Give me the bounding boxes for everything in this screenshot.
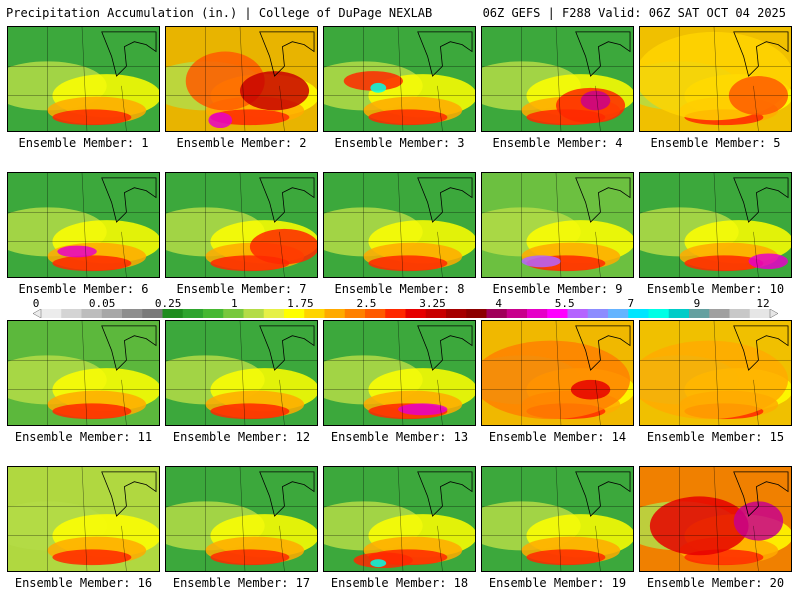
colorbar-swatch [648, 309, 670, 318]
colorbar-swatch [284, 309, 305, 318]
ensemble-member-label: Ensemble Member: 18 [330, 576, 469, 590]
ensemble-member-label: Ensemble Member: 17 [172, 576, 311, 590]
colorbar-swatch [142, 309, 163, 318]
colorbar-swatch [506, 309, 528, 318]
ensemble-member-map [323, 26, 476, 132]
colorbar-swatch [324, 309, 346, 318]
ensemble-member-map [481, 320, 634, 426]
colorbar-tick-label: 5.5 [554, 297, 575, 310]
ensemble-member-label: Ensemble Member: 1 [18, 136, 149, 150]
colorbar-swatch [709, 309, 730, 318]
colorbar-swatch [729, 309, 751, 318]
ensemble-member-label: Ensemble Member: 3 [334, 136, 465, 150]
colorbar-swatch [689, 309, 710, 318]
ensemble-member-map [481, 466, 634, 572]
ensemble-member-label: Ensemble Member: 9 [492, 282, 623, 296]
colorbar-swatch [628, 309, 649, 318]
colorbar-swatch [466, 309, 487, 318]
colorbar-swatch [425, 309, 447, 318]
colorbar-swatch [749, 309, 771, 318]
colorbar-swatch [486, 309, 508, 318]
ensemble-member-map [323, 466, 476, 572]
ensemble-member-map [165, 320, 318, 426]
ensemble-member-label: Ensemble Member: 11 [14, 430, 153, 444]
ensemble-member-label: Ensemble Member: 8 [334, 282, 465, 296]
ensemble-member-map [639, 320, 792, 426]
colorbar-tick-label: 9 [693, 297, 701, 310]
ensemble-member-map [165, 172, 318, 278]
colorbar-swatch [344, 309, 366, 318]
colorbar-swatch [365, 309, 386, 318]
colorbar-swatch [385, 309, 406, 318]
ensemble-member-map [7, 320, 160, 426]
colorbar-swatch [668, 309, 690, 318]
ensemble-member-label: Ensemble Member: 7 [176, 282, 307, 296]
ensemble-member-label: Ensemble Member: 13 [330, 430, 469, 444]
colorbar-swatch [527, 309, 548, 318]
colorbar [33, 309, 778, 318]
colorbar-tick-label: 1 [230, 297, 238, 310]
ensemble-member-label: Ensemble Member: 20 [646, 576, 785, 590]
colorbar-tick-label: 4 [495, 297, 502, 310]
colorbar-tick-label: 1.75 [287, 297, 314, 310]
colorbar-swatch [61, 309, 82, 318]
ensemble-member-label: Ensemble Member: 14 [488, 430, 627, 444]
colorbar-swatch [101, 309, 123, 318]
ensemble-member-map [639, 26, 792, 132]
colorbar-swatch [203, 309, 224, 318]
ensemble-member-map [481, 26, 634, 132]
ensemble-member-map [7, 26, 160, 132]
ensemble-member-label: Ensemble Member: 5 [650, 136, 781, 150]
ensemble-member-label: Ensemble Member: 4 [492, 136, 623, 150]
colorbar-swatch [567, 309, 589, 318]
colorbar-swatch [81, 309, 103, 318]
colorbar-swatch [263, 309, 285, 318]
colorbar-tick-labels: 0 0.05 0.25 1 1.75 2.5 3.25 4 5.5 7 9 12 [0, 297, 800, 310]
colorbar-tick-label: 0.25 [154, 297, 182, 310]
colorbar-low-arrow [33, 309, 42, 318]
ensemble-member-label: Ensemble Member: 19 [488, 576, 627, 590]
colorbar-swatch [41, 309, 62, 318]
ensemble-member-map [481, 172, 634, 278]
ensemble-member-label: Ensemble Member: 2 [176, 136, 307, 150]
ensemble-member-map [639, 172, 792, 278]
colorbar-swatch [122, 309, 143, 318]
colorbar-swatch [587, 309, 609, 318]
colorbar-swatch [243, 309, 265, 318]
ensemble-member-map [165, 466, 318, 572]
ensemble-member-label: Ensemble Member: 15 [646, 430, 785, 444]
ensemble-member-map [323, 320, 476, 426]
colorbar-swatch [405, 309, 427, 318]
colorbar-swatch [182, 309, 204, 318]
ensemble-member-map [323, 172, 476, 278]
colorbar-swatch [608, 309, 629, 318]
ensemble-member-map [639, 466, 792, 572]
ensemble-member-map [7, 172, 160, 278]
ensemble-member-label: Ensemble Member: 12 [172, 430, 311, 444]
colorbar-tick-label: 7 [627, 297, 635, 310]
colorbar-swatch [446, 309, 467, 318]
ensemble-member-map [165, 26, 318, 132]
colorbar-tick-label: 0 [32, 297, 40, 310]
ensemble-member-label: Ensemble Member: 6 [18, 282, 149, 296]
ensemble-member-label: Ensemble Member: 10 [646, 282, 785, 296]
ensemble-member-map [7, 466, 160, 572]
ensemble-member-label: Ensemble Member: 16 [14, 576, 153, 590]
colorbar-high-arrow [769, 309, 778, 318]
colorbar-swatch [162, 309, 184, 318]
colorbar-tick-label: 2.5 [356, 297, 377, 310]
model-run-info: 06Z GEFS | F288 Valid: 06Z SAT OCT 04 20… [482, 6, 786, 20]
colorbar-swatch [304, 309, 325, 318]
colorbar-swatch [223, 309, 244, 318]
colorbar-tick-label: 3.25 [419, 297, 446, 310]
colorbar-tick-label: 0.05 [88, 297, 116, 310]
colorbar-tick-label: 12 [756, 297, 770, 310]
map-title: Precipitation Accumulation (in.) | Colle… [6, 6, 433, 20]
colorbar-swatch [547, 309, 568, 318]
